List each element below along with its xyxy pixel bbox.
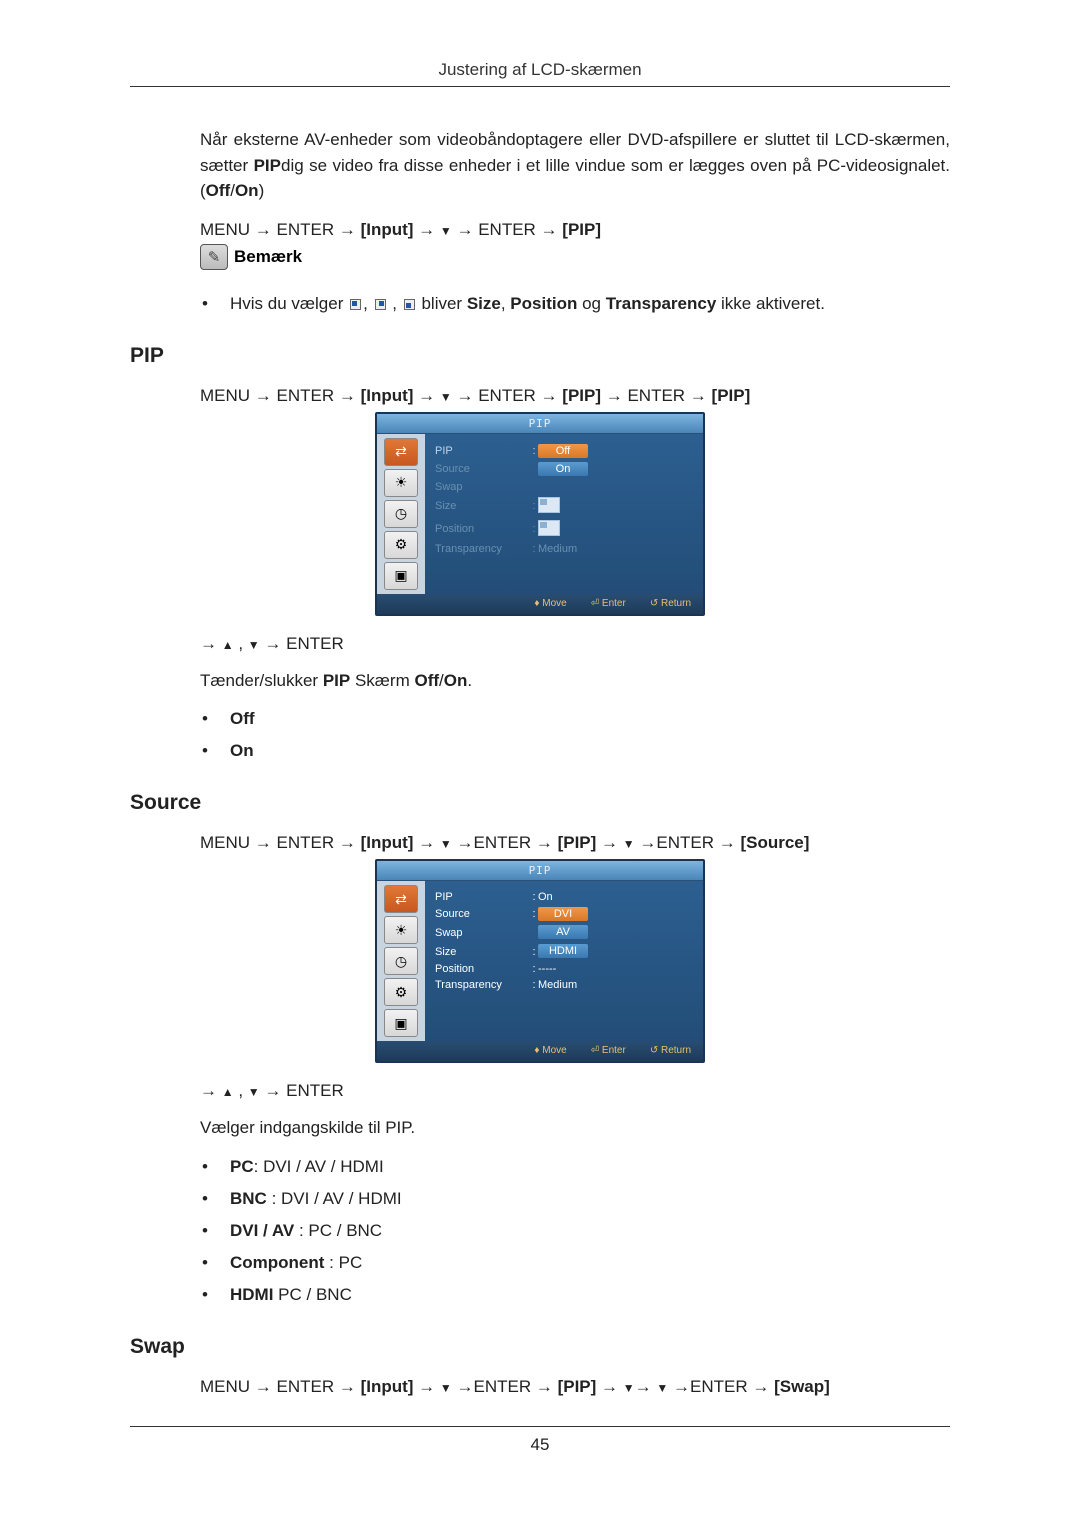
osd-sidebar: ⇄ ☀ ◷ ⚙ ▣ xyxy=(377,881,425,1041)
intro-paragraph: Når eksterne AV-enheder som videobåndopt… xyxy=(200,127,950,204)
osd-screenshot-1: PIP ⇄ ☀ ◷ ⚙ ▣ PIP:Off SourceOn Swap Size… xyxy=(375,412,705,616)
osd-tab-icon: ▣ xyxy=(384,1009,418,1037)
list-item: HDMI PC / BNC xyxy=(230,1279,950,1311)
osd-thumb-icon xyxy=(538,520,560,536)
osd-tab-icon: ⚙ xyxy=(384,531,418,559)
osd-footer: ♦ Move ⏎ Enter ↺ Return xyxy=(377,594,703,614)
osd-sidebar: ⇄ ☀ ◷ ⚙ ▣ xyxy=(377,434,425,594)
nav-path-3: MENU → ENTER → [Input] → ▼ →ENTER → [PIP… xyxy=(200,833,950,853)
nav-path-2: MENU → ENTER → [Input] → ▼ → ENTER → [PI… xyxy=(200,386,950,406)
pip-layout-icon xyxy=(375,299,386,310)
nav-path-1: MENU → ENTER → [Input] → ▼ → ENTER → [PI… xyxy=(200,220,950,240)
note-icon: ✎ xyxy=(200,244,228,270)
osd-thumb-icon xyxy=(538,497,560,513)
pip-desc: Tænder/slukker PIP Skærm Off/On. xyxy=(200,668,950,694)
osd-footer: ♦ Move ⏎ Enter ↺ Return xyxy=(377,1041,703,1061)
down-triangle-icon: ▼ xyxy=(623,1381,635,1395)
osd-screenshot-2: PIP ⇄ ☀ ◷ ⚙ ▣ PIP:On Source:DVI SwapAV S… xyxy=(375,859,705,1063)
list-item: On xyxy=(230,735,950,767)
down-triangle-icon: ▼ xyxy=(440,837,452,851)
pip-layout-icon xyxy=(404,299,415,310)
down-triangle-icon: ▼ xyxy=(248,1085,260,1099)
list-item: PC: DVI / AV / HDMI xyxy=(230,1151,950,1183)
down-triangle-icon: ▼ xyxy=(440,224,452,238)
osd-tab-icon: ☀ xyxy=(384,469,418,497)
section-pip-heading: PIP xyxy=(130,344,950,368)
list-item: Component : PC xyxy=(230,1247,950,1279)
nav-path-4: MENU → ENTER → [Input] → ▼ →ENTER → [PIP… xyxy=(200,1377,950,1397)
source-desc: Vælger indgangskilde til PIP. xyxy=(200,1115,950,1141)
nav-updown-2: → ▲ , ▼ → ENTER xyxy=(200,1081,950,1101)
osd-tab-icon: ⇄ xyxy=(384,438,418,466)
osd-tab-icon: ▣ xyxy=(384,562,418,590)
section-source-heading: Source xyxy=(130,791,950,815)
note-row: ✎ Bemærk xyxy=(200,244,950,270)
down-triangle-icon: ▼ xyxy=(656,1381,668,1395)
down-triangle-icon: ▼ xyxy=(440,1381,452,1395)
osd-tab-icon: ◷ xyxy=(384,500,418,528)
up-triangle-icon: ▲ xyxy=(222,1085,234,1099)
down-triangle-icon: ▼ xyxy=(440,390,452,404)
list-item: BNC : DVI / AV / HDMI xyxy=(230,1183,950,1215)
up-triangle-icon: ▲ xyxy=(222,638,234,652)
down-triangle-icon: ▼ xyxy=(623,837,635,851)
note-bullet: Hvis du vælger , , bliver Size, Position… xyxy=(230,288,950,320)
nav-updown-1: → ▲ , ▼ → ENTER xyxy=(200,634,950,654)
osd-tab-icon: ◷ xyxy=(384,947,418,975)
section-swap-heading: Swap xyxy=(130,1335,950,1359)
pip-layout-icon xyxy=(350,299,361,310)
osd-main: PIP:Off SourceOn Swap Size: Position: Tr… xyxy=(425,434,703,594)
osd-main: PIP:On Source:DVI SwapAV Size:HDMI Posit… xyxy=(425,881,703,1041)
osd-tab-icon: ⚙ xyxy=(384,978,418,1006)
page-number: 45 xyxy=(0,1426,1080,1455)
osd-tab-icon: ☀ xyxy=(384,916,418,944)
list-item: DVI / AV : PC / BNC xyxy=(230,1215,950,1247)
page-header: Justering af LCD-skærmen xyxy=(130,60,950,87)
osd-tab-icon: ⇄ xyxy=(384,885,418,913)
list-item: Off xyxy=(230,703,950,735)
down-triangle-icon: ▼ xyxy=(248,638,260,652)
